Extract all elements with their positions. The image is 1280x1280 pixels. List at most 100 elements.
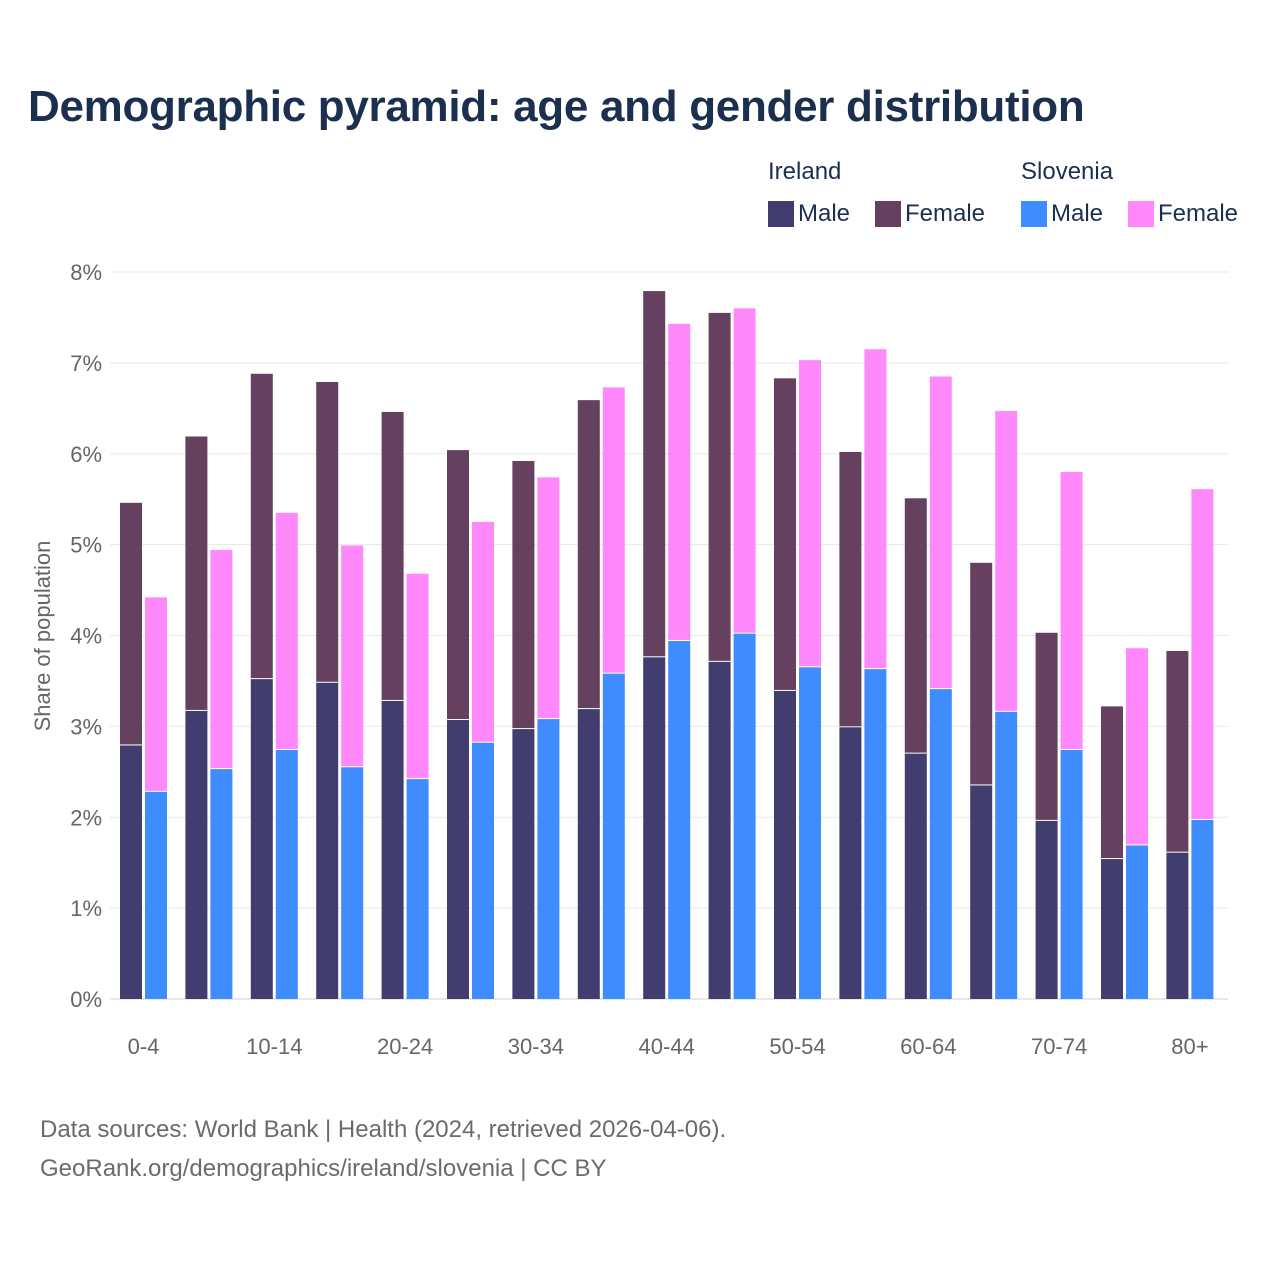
bar-slovenia-male-10-14 [275, 750, 298, 999]
bar-slovenia-female-40-44 [668, 323, 691, 640]
bar-slovenia-male-65-69 [995, 711, 1018, 999]
x-tick-label: 10-14 [246, 1034, 302, 1059]
bar-slovenia-male-5-9 [210, 769, 233, 999]
y-tick-label: 0% [70, 987, 102, 1012]
bar-slovenia-male-35-39 [602, 673, 625, 999]
y-tick-label: 6% [70, 442, 102, 467]
bar-ireland-male-50-54 [774, 690, 796, 999]
bar-ireland-male-25-29 [447, 720, 469, 999]
source-url[interactable]: GeoRank.org/demographics/ireland/sloveni… [40, 1155, 607, 1182]
x-tick-label: 20-24 [377, 1034, 433, 1059]
legend-label: Male [798, 200, 851, 227]
bar-ireland-male-35-39 [577, 709, 600, 999]
bar-slovenia-female-0-4 [145, 597, 167, 791]
bar-ireland-male-10-14 [250, 679, 273, 999]
x-tick-label: 70-74 [1031, 1034, 1087, 1059]
y-tick-label: 5% [70, 533, 102, 558]
y-tick-label: 3% [70, 714, 102, 739]
bar-slovenia-female-25-29 [472, 521, 494, 742]
x-tick-label: 40-44 [639, 1034, 695, 1059]
legend-label: Female [905, 200, 986, 227]
bar-ireland-female-65-69 [970, 562, 993, 785]
bar-slovenia-male-20-24 [406, 779, 429, 999]
bar-ireland-female-55-59 [839, 451, 862, 727]
legend-ireland-female[interactable]: Female [875, 200, 985, 228]
bar-slovenia-male-0-4 [145, 791, 167, 999]
bar-slovenia-male-80+ [1191, 819, 1214, 999]
legend-slovenia-female[interactable]: Female [1128, 200, 1238, 228]
legend-slovenia-male[interactable]: Male [1021, 200, 1103, 228]
bar-slovenia-female-5-9 [210, 550, 233, 769]
legend-ireland-male[interactable]: Male [768, 200, 850, 228]
bar-slovenia-female-50-54 [799, 360, 821, 667]
bar-slovenia-male-70-74 [1060, 750, 1083, 999]
bar-ireland-female-35-39 [577, 400, 600, 709]
bar-ireland-male-20-24 [381, 700, 404, 999]
legend-label: Male [1051, 200, 1104, 227]
bar-ireland-male-65-69 [970, 785, 993, 999]
x-tick-label: 60-64 [900, 1034, 956, 1059]
legend-swatch [768, 201, 794, 227]
bar-slovenia-male-50-54 [799, 667, 821, 999]
bar-ireland-male-15-19 [316, 682, 339, 999]
x-tick-label: 0-4 [128, 1034, 160, 1059]
bar-ireland-male-45-49 [708, 661, 731, 999]
x-tick-label: 80+ [1171, 1034, 1208, 1059]
bar-slovenia-female-70-74 [1060, 471, 1083, 750]
legend-swatch [1128, 201, 1154, 227]
bar-slovenia-male-75-79 [1126, 845, 1148, 999]
bar-ireland-male-60-64 [904, 753, 927, 999]
bar-slovenia-male-45-49 [733, 633, 756, 999]
bar-ireland-female-15-19 [316, 381, 339, 682]
legend-group-ireland: Ireland [768, 158, 842, 185]
bar-ireland-male-40-44 [643, 657, 666, 999]
legend-label: Female [1158, 200, 1239, 227]
x-tick-label: 50-54 [769, 1034, 825, 1059]
legend-swatch [875, 201, 901, 227]
chart-title: Demographic pyramid: age and gender dist… [28, 82, 1085, 131]
bar-slovenia-female-55-59 [864, 349, 887, 669]
bar-ireland-male-80+ [1166, 852, 1189, 999]
bar-slovenia-female-10-14 [275, 512, 298, 750]
bar-slovenia-female-20-24 [406, 573, 429, 779]
bar-ireland-female-25-29 [447, 450, 469, 720]
bar-ireland-female-40-44 [643, 291, 666, 657]
x-tick-label: 30-34 [508, 1034, 564, 1059]
bar-slovenia-male-55-59 [864, 669, 887, 999]
bar-slovenia-male-60-64 [929, 689, 952, 999]
bar-ireland-male-75-79 [1101, 859, 1123, 999]
bar-ireland-female-5-9 [185, 436, 208, 710]
bar-slovenia-male-30-34 [537, 719, 560, 999]
bar-slovenia-female-15-19 [341, 545, 364, 767]
bar-ireland-female-50-54 [774, 378, 796, 690]
bar-ireland-female-75-79 [1101, 706, 1123, 859]
bar-ireland-male-5-9 [185, 710, 208, 999]
bar-slovenia-female-80+ [1191, 489, 1214, 819]
bar-slovenia-female-35-39 [602, 387, 625, 673]
y-tick-label: 2% [70, 805, 102, 830]
y-tick-label: 7% [70, 351, 102, 376]
bar-slovenia-male-40-44 [668, 640, 691, 999]
y-tick-label: 4% [70, 624, 102, 649]
bar-ireland-female-30-34 [512, 461, 535, 729]
bar-slovenia-female-30-34 [537, 477, 560, 719]
y-tick-label: 1% [70, 896, 102, 921]
y-tick-label: 8% [70, 260, 102, 285]
legend-group-slovenia: Slovenia [1021, 158, 1114, 185]
bar-ireland-female-45-49 [708, 312, 731, 661]
bar-ireland-female-10-14 [250, 373, 273, 679]
bar-ireland-male-30-34 [512, 729, 535, 999]
bar-ireland-female-70-74 [1035, 632, 1058, 820]
bar-ireland-male-70-74 [1035, 820, 1058, 999]
bar-slovenia-male-25-29 [472, 742, 494, 999]
bar-slovenia-female-45-49 [733, 308, 756, 633]
source-line: Data sources: World Bank | Health (2024,… [40, 1116, 727, 1143]
bar-slovenia-male-15-19 [341, 767, 364, 999]
bar-ireland-female-60-64 [904, 498, 927, 753]
bar-ireland-female-80+ [1166, 650, 1189, 852]
bar-ireland-male-0-4 [120, 745, 142, 999]
bar-ireland-male-55-59 [839, 727, 862, 999]
bar-slovenia-female-75-79 [1126, 648, 1148, 845]
bar-slovenia-female-65-69 [995, 411, 1018, 711]
legend-swatch [1021, 201, 1047, 227]
